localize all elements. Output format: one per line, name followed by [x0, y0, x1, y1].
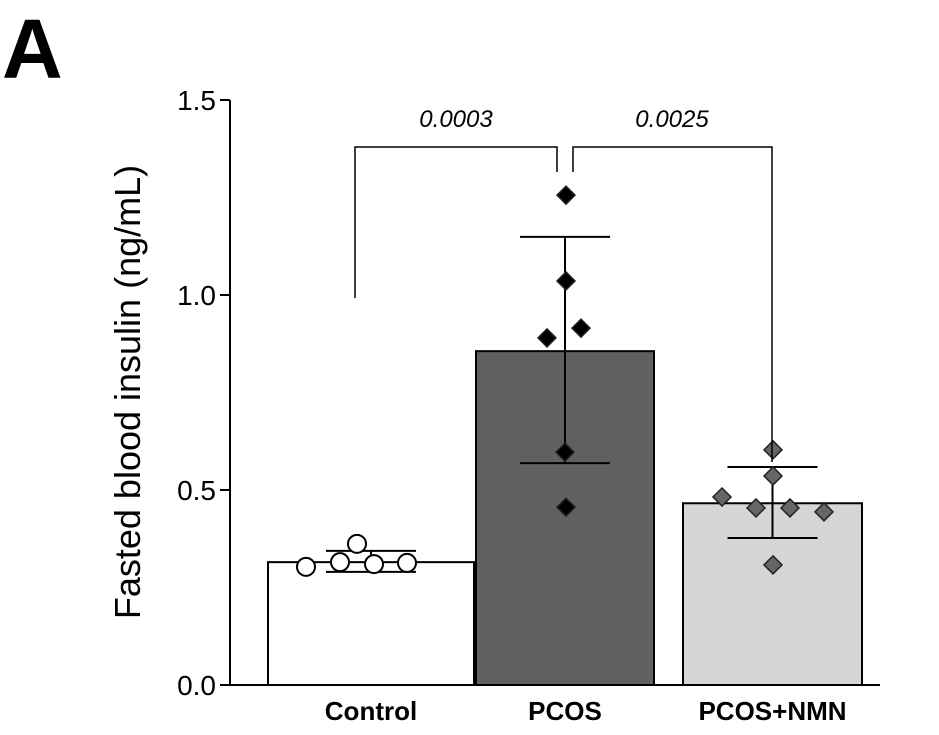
data-point — [555, 497, 577, 518]
data-point — [762, 439, 784, 460]
y-tick-label: 0.0 — [177, 670, 216, 701]
data-point — [779, 497, 801, 519]
data-point — [711, 486, 733, 508]
data-point — [296, 556, 316, 577]
data-point — [330, 552, 350, 573]
data-point — [762, 554, 784, 575]
y-tick-label: 0.5 — [177, 475, 216, 506]
data-point — [813, 501, 835, 522]
y-tick-label: 1.5 — [177, 85, 216, 116]
data-point — [555, 270, 577, 292]
data-point — [555, 185, 577, 206]
p-value-label: 0.0003 — [419, 106, 493, 133]
data-point — [745, 497, 767, 519]
data-point — [554, 442, 576, 463]
data-point — [536, 327, 558, 348]
x-tick-label: PCOS+NMN — [698, 696, 846, 726]
data-point — [364, 554, 384, 575]
y-tick-label: 1.0 — [177, 280, 216, 311]
x-tick-label: Control — [325, 696, 417, 726]
bar-0 — [267, 561, 475, 687]
data-point — [397, 552, 417, 573]
data-point — [762, 465, 784, 487]
significance-bracket — [572, 146, 773, 462]
panel-label: A — [2, 2, 63, 96]
data-point — [347, 533, 367, 554]
p-value-label: 0.0025 — [635, 106, 709, 133]
data-point — [570, 318, 592, 339]
y-axis-label: Fasted blood insulin (ng/mL) — [107, 165, 148, 619]
significance-bracket — [354, 146, 558, 298]
x-tick-label: PCOS — [528, 696, 602, 726]
